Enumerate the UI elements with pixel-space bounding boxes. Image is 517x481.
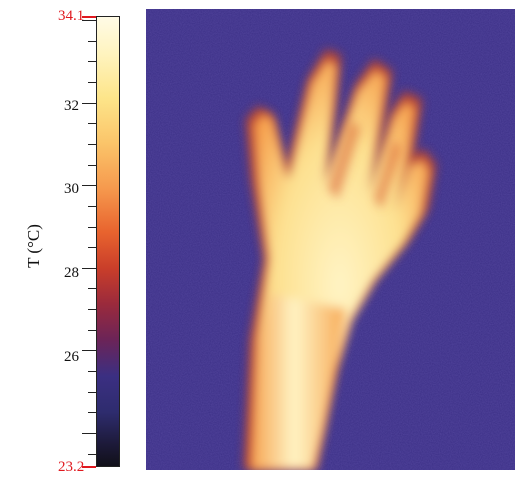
colorbar-tick: [88, 330, 96, 331]
colorbar-tick: [88, 288, 96, 289]
colorbar-tick: [88, 41, 96, 42]
colorbar: [96, 16, 120, 467]
colorbar-tick: [88, 206, 96, 207]
colorbar-tick: [88, 412, 96, 413]
colorbar-tick-label-28: 28: [64, 265, 79, 281]
axis-label-text: T (°C): [24, 224, 43, 268]
colorbar-tick: [82, 268, 96, 269]
colorbar-tick: [88, 165, 96, 166]
colorbar-max-marker: [82, 16, 96, 18]
colorbar-tick: [82, 20, 96, 21]
colorbar-tick: [88, 392, 96, 393]
colorbar-max-label: 34.1: [58, 8, 85, 24]
colorbar-tick: [82, 103, 96, 104]
colorbar-tick: [88, 227, 96, 228]
colorbar-tick-label-30: 30: [64, 181, 79, 197]
colorbar-tick: [82, 350, 96, 351]
colorbar-tick: [88, 144, 96, 145]
colorbar-tick-label-26: 26: [64, 349, 79, 365]
colorbar-tick: [88, 123, 96, 124]
colorbar-tick: [88, 61, 96, 62]
colorbar-min-label: 23.2: [58, 459, 85, 475]
thermal-image: [146, 9, 515, 470]
colorbar-tick: [88, 454, 96, 455]
hand-thermal-graphic: [146, 9, 515, 470]
colorbar-tick: [88, 309, 96, 310]
colorbar-tick: [88, 82, 96, 83]
colorbar-tick: [82, 433, 96, 434]
colorbar-tick: [88, 371, 96, 372]
axis-label: T (°C): [4, 216, 64, 276]
colorbar-tick-label-32: 32: [64, 98, 79, 114]
colorbar-tick: [88, 247, 96, 248]
colorbar-min-marker: [82, 466, 96, 468]
colorbar-tick: [82, 185, 96, 186]
